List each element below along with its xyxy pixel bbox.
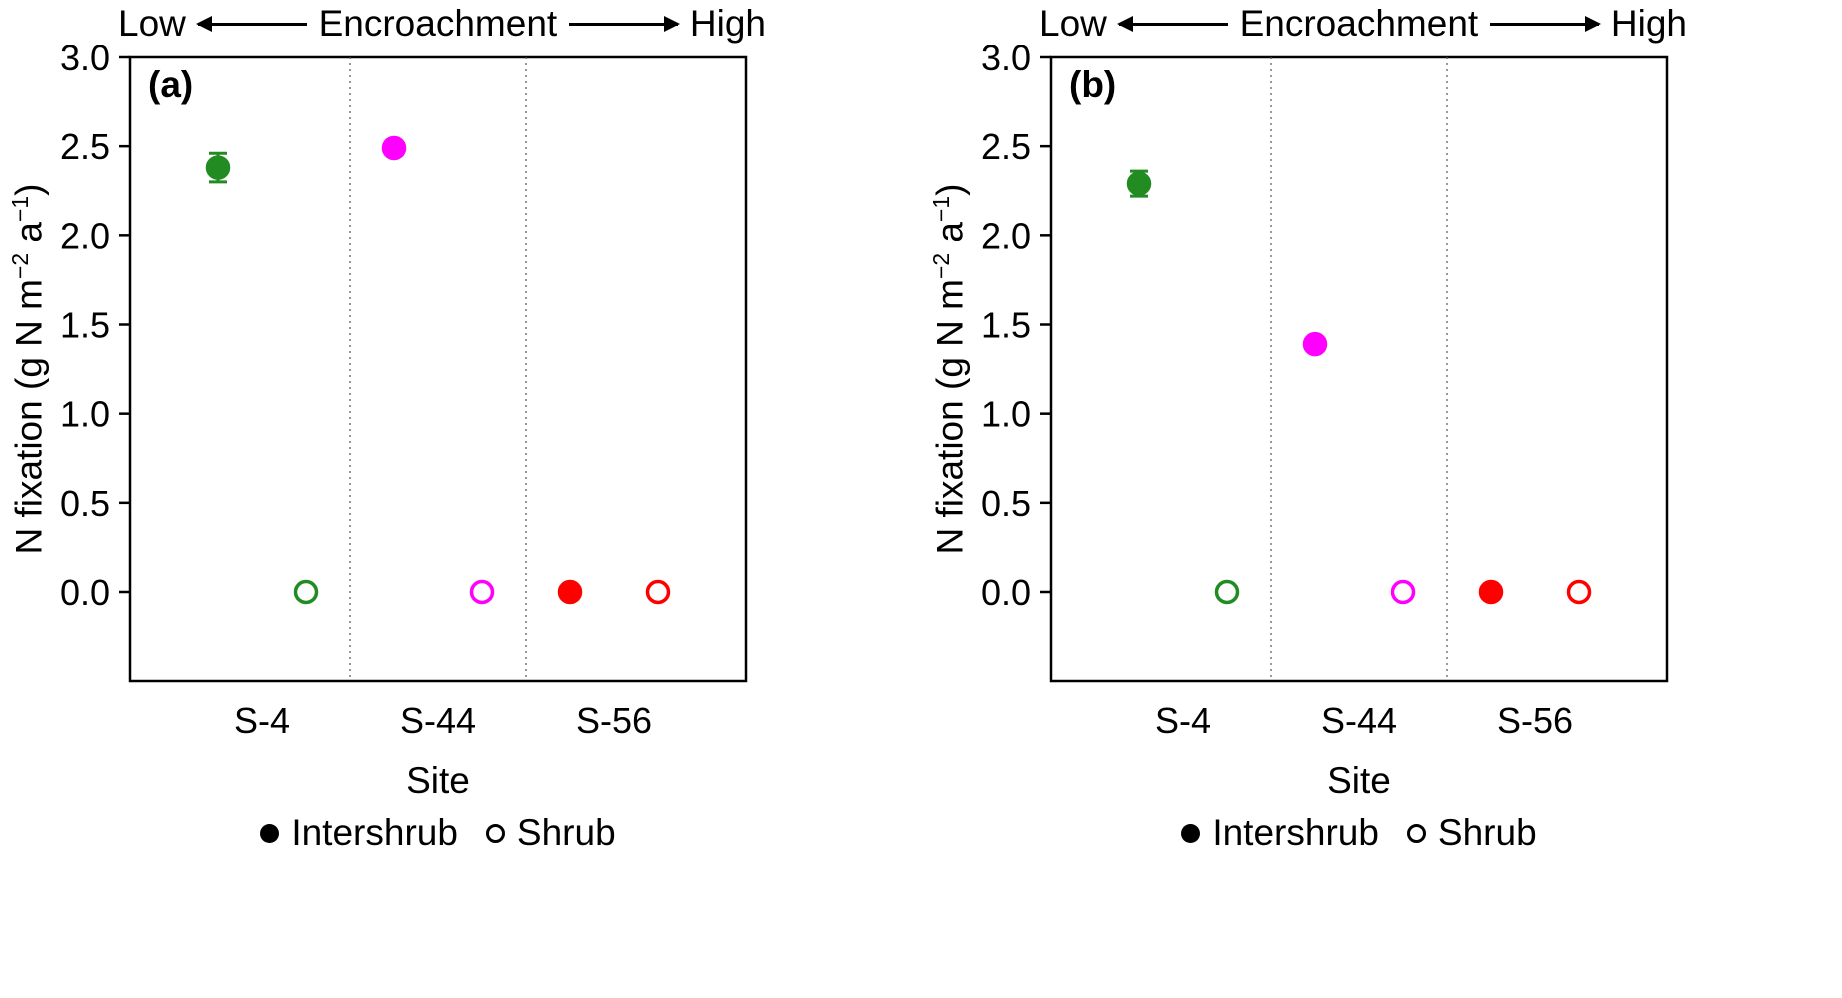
point-s-4-shrub — [293, 579, 319, 605]
y-axis-title-text: a — [8, 221, 50, 253]
x-tick-label-site: S-44 — [400, 700, 476, 740]
legend: Intershrub Shrub — [1031, 812, 1687, 854]
y-tick-label: 1.0 — [60, 394, 110, 435]
y-tick-label: 1.5 — [981, 304, 1031, 345]
encroachment-high-label: High — [1610, 3, 1688, 44]
y-tick-label: 1.5 — [60, 304, 110, 345]
open-circle-icon — [1406, 823, 1426, 843]
y-tick-label: 0.0 — [981, 572, 1031, 613]
y-axis-title-text: a — [929, 221, 971, 253]
y-axis-title-text: N fixation (g N m — [929, 279, 971, 555]
point-s-56-shrub — [645, 579, 671, 605]
y-tick-label: 2.0 — [60, 215, 110, 256]
point-s-4-intershrub — [205, 155, 231, 180]
x-tick-label-site: S-44 — [1321, 700, 1397, 740]
plot-frame — [128, 55, 748, 683]
filled-circle-icon — [260, 823, 280, 843]
plot-area-a: 3.0 2.5 2.0 1.5 1.0 0.5 0.0 S-4 S-44 S-56 — [60, 45, 748, 740]
x-axis-title: Site — [1327, 760, 1391, 801]
encroachment-high-label: High — [689, 3, 767, 44]
x-tick-label-site: S-4 — [1155, 700, 1211, 740]
legend-item-shrub: Shrub — [485, 812, 616, 854]
encroachment-title: Encroachment — [1239, 3, 1479, 44]
y-tick-label: 2.5 — [60, 126, 110, 167]
y-axis-title-text: ) — [929, 183, 971, 196]
y-axis-title-text: N fixation (g N m — [8, 279, 50, 555]
encroachment-low-label: Low — [118, 3, 186, 44]
y-tick-label: 2.5 — [981, 126, 1031, 167]
y-tick-label: 3.0 — [981, 45, 1031, 78]
point-s-56-shrub — [1566, 579, 1592, 605]
legend-label-intershrub: Intershrub — [291, 812, 458, 853]
arrow-right-icon — [569, 22, 678, 26]
x-axis-title: Site — [406, 760, 470, 801]
y-axis-title-sup: −1 — [928, 195, 954, 222]
point-s-44-intershrub — [1302, 331, 1328, 357]
x-tick-label-site: S-56 — [576, 700, 652, 740]
legend-item-intershrub: Intershrub — [260, 812, 458, 854]
point-s-44-intershrub — [381, 135, 407, 161]
legend-label-shrub: Shrub — [1437, 812, 1537, 853]
legend-item-intershrub: Intershrub — [1181, 812, 1379, 854]
open-circle-icon — [485, 823, 505, 843]
point-s-4-intershrub — [1126, 171, 1152, 196]
point-s-44-shrub — [1390, 579, 1416, 605]
encroachment-title: Encroachment — [318, 3, 558, 44]
encroachment-axis: Low Encroachment High — [118, 2, 766, 46]
legend-label-shrub: Shrub — [516, 812, 616, 853]
y-axis-title: N fixation (g N m−2 a−1) — [928, 54, 974, 684]
encroachment-axis: Low Encroachment High — [1039, 2, 1687, 46]
y-axis-title: N fixation (g N m−2 a−1) — [7, 54, 53, 684]
legend-label-intershrub: Intershrub — [1212, 812, 1379, 853]
arrow-left-icon — [1118, 22, 1228, 26]
plot-frame — [1049, 55, 1669, 683]
y-tick-label: 0.5 — [981, 483, 1031, 524]
arrow-left-icon — [197, 22, 307, 26]
panel-letter-a: (a) — [148, 64, 194, 105]
legend: Intershrub Shrub — [110, 812, 766, 854]
filled-circle-icon — [1181, 823, 1201, 843]
panel-b: Low Encroachment High 3.0 2.5 2.0 1.5 1.0 0.5… — [921, 0, 1842, 998]
y-axis-title-sup: −1 — [7, 195, 33, 222]
y-axis-title-text: ) — [8, 183, 50, 196]
x-tick-label-site: S-56 — [1497, 700, 1573, 740]
y-axis-title-sup: −2 — [928, 252, 954, 279]
legend-item-shrub: Shrub — [1406, 812, 1537, 854]
x-tick-label-site: S-4 — [234, 700, 290, 740]
panel-a: Low Encroachment High 3.0 2.5 2.0 1.5 1.0 0.5… — [0, 0, 921, 998]
point-s-56-intershrub — [1478, 579, 1504, 605]
y-tick-label: 1.0 — [981, 394, 1031, 435]
point-s-4-shrub — [1214, 579, 1240, 605]
plot-area-b: 3.0 2.5 2.0 1.5 1.0 0.5 0.0 S-4 S-44 S-56 — [981, 45, 1669, 740]
y-tick-label: 2.0 — [981, 215, 1031, 256]
y-tick-label: 0.5 — [60, 483, 110, 524]
y-axis-title-sup: −2 — [7, 252, 33, 279]
y-tick-label: 3.0 — [60, 45, 110, 78]
encroachment-low-label: Low — [1039, 3, 1107, 44]
point-s-44-shrub — [469, 579, 495, 605]
arrow-right-icon — [1490, 22, 1599, 26]
panel-letter-b: (b) — [1069, 64, 1117, 105]
y-tick-label: 0.0 — [60, 572, 110, 613]
point-s-56-intershrub — [557, 579, 583, 605]
